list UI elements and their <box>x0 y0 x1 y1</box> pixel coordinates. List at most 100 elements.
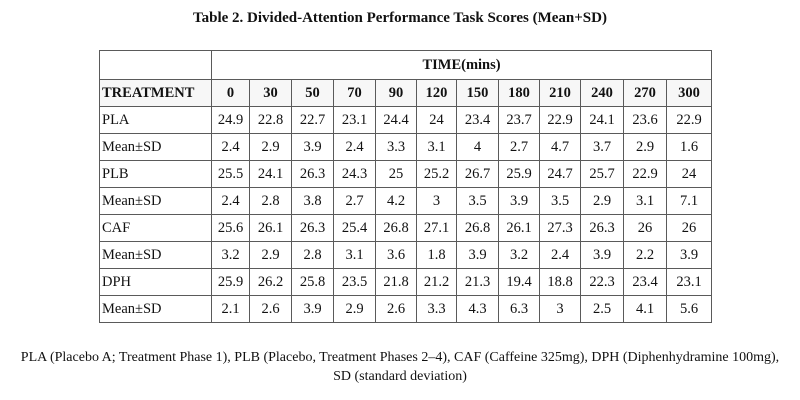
table-cell: 25.5 <box>211 160 250 188</box>
table-cell: 23.7 <box>498 106 540 134</box>
time-point-header: 120 <box>416 79 457 107</box>
column-header-row: TREATMENT 0 30 50 70 90 120 150 180 210 240 270 300 <box>99 79 713 107</box>
time-point-header: 240 <box>580 79 624 107</box>
table-cell: 26.1 <box>249 214 292 242</box>
table-caption: Table 2. Divided-Attention Performance T… <box>193 10 607 26</box>
table-cell: 2.9 <box>333 295 376 323</box>
table-cell: 25.9 <box>498 160 540 188</box>
table-cell: 3 <box>416 187 457 215</box>
time-point-header: 270 <box>623 79 667 107</box>
table-cell: 2.4 <box>211 187 250 215</box>
table-cell: 23.4 <box>456 106 499 134</box>
table-cell: 2.4 <box>211 133 250 161</box>
table-cell: 2.7 <box>333 187 376 215</box>
table-cell: 3.6 <box>375 241 417 269</box>
table-cell: 3.5 <box>456 187 499 215</box>
table-cell: 2.1 <box>211 295 250 323</box>
table-cell: 1.8 <box>416 241 457 269</box>
time-point-header: 30 <box>249 79 292 107</box>
table-cell: 26.3 <box>580 214 624 242</box>
table-cell: 4.3 <box>456 295 499 323</box>
table-cell: 23.1 <box>333 106 376 134</box>
table-cell: 26.1 <box>498 214 540 242</box>
table-cell: 3.7 <box>580 133 624 161</box>
table-cell: 26.8 <box>375 214 417 242</box>
treatment-header: TREATMENT <box>99 79 212 107</box>
time-point-header: 90 <box>375 79 417 107</box>
table-cell: 2.8 <box>291 241 334 269</box>
table-cell: 3.8 <box>291 187 334 215</box>
table-cell: 2.4 <box>539 241 581 269</box>
table-cell: 4 <box>456 133 499 161</box>
table-row: PLA 24.9 22.8 22.7 23.1 24.4 24 23.4 23.7 22.9 24.… <box>99 106 713 134</box>
table-cell: 24.7 <box>539 160 581 188</box>
table-cell: 26 <box>665 214 713 242</box>
table-cell: 3.9 <box>291 133 334 161</box>
table-cell: 7.1 <box>665 187 713 215</box>
table-row: Mean±SD 3.2 2.9 2.8 3.1 3.6 1.8 3.9 3.2 2.4 3.9 2.2… <box>99 241 713 269</box>
table-row: Mean±SD 2.1 2.6 3.9 2.9 2.6 3.3 4.3 6.3 3 2.5 4.1 5.… <box>99 295 713 323</box>
row-label: Mean±SD <box>99 295 212 323</box>
table-cell: 26.8 <box>456 214 499 242</box>
table-cell: 3.9 <box>291 295 334 323</box>
table-cell: 4.2 <box>375 187 417 215</box>
table-cell: 18.8 <box>539 268 581 296</box>
table-cell: 3.1 <box>416 133 457 161</box>
table-cell: 24.4 <box>375 106 417 134</box>
table-cell: 26.7 <box>456 160 499 188</box>
row-label: PLB <box>99 160 212 188</box>
table-cell: 3.1 <box>333 241 376 269</box>
table-cell: 2.4 <box>333 133 376 161</box>
table-cell: 26 <box>623 214 667 242</box>
table-cell: 26.3 <box>291 214 334 242</box>
table-row: CAF 25.6 26.1 26.3 25.4 26.8 27.1 26.8 26.1 27.3 2… <box>99 214 713 242</box>
time-point-header: 0 <box>211 79 250 107</box>
footnote-line-2: SD (standard deviation) <box>333 369 467 384</box>
table-cell: 25 <box>375 160 417 188</box>
table-cell: 4.1 <box>623 295 667 323</box>
table-cell: 24 <box>416 106 457 134</box>
table-cell: 21.3 <box>456 268 499 296</box>
table-cell: 22.9 <box>665 106 713 134</box>
table-cell: 5.6 <box>665 295 713 323</box>
table-cell: 2.9 <box>249 133 292 161</box>
time-header: TIME(mins) <box>210 50 713 80</box>
table-cell: 2.6 <box>375 295 417 323</box>
table-row: Mean±SD 2.4 2.9 3.9 2.4 3.3 3.1 4 2.7 4.7 3.7 2.9 1.… <box>99 133 713 161</box>
row-label: Mean±SD <box>99 241 212 269</box>
table-cell: 3.3 <box>375 133 417 161</box>
table-cell: 2.5 <box>580 295 624 323</box>
table-cell: 24.3 <box>333 160 376 188</box>
table-cell: 25.7 <box>580 160 624 188</box>
row-label: Mean±SD <box>99 133 212 161</box>
table-cell: 21.8 <box>375 268 417 296</box>
time-point-header: 300 <box>665 79 713 107</box>
table-cell: 2.9 <box>623 133 667 161</box>
table-cell: 3.1 <box>623 187 667 215</box>
table-cell: 6.3 <box>498 295 540 323</box>
table-cell: 2.7 <box>498 133 540 161</box>
row-label: PLA <box>99 106 212 134</box>
table-cell: 3.3 <box>416 295 457 323</box>
table-cell: 24.1 <box>580 106 624 134</box>
table-cell: 24 <box>665 160 713 188</box>
table-cell: 22.8 <box>249 106 292 134</box>
table-cell: 25.2 <box>416 160 457 188</box>
table-cell: 2.9 <box>249 241 292 269</box>
table-cell: 3.2 <box>498 241 540 269</box>
table-cell: 25.4 <box>333 214 376 242</box>
table-cell: 22.9 <box>623 160 667 188</box>
table-cell: 2.9 <box>580 187 624 215</box>
table-cell: 3.5 <box>539 187 581 215</box>
time-point-header: 210 <box>539 79 581 107</box>
table-cell: 23.1 <box>665 268 713 296</box>
table-cell: 3 <box>539 295 581 323</box>
table-cell: 25.6 <box>211 214 250 242</box>
table-cell: 22.3 <box>580 268 624 296</box>
time-point-header: 70 <box>333 79 376 107</box>
table-cell: 1.6 <box>665 133 713 161</box>
table-cell: 26.2 <box>249 268 292 296</box>
empty-corner-cell <box>99 50 212 80</box>
table-cell: 21.2 <box>416 268 457 296</box>
table-cell: 27.3 <box>539 214 581 242</box>
